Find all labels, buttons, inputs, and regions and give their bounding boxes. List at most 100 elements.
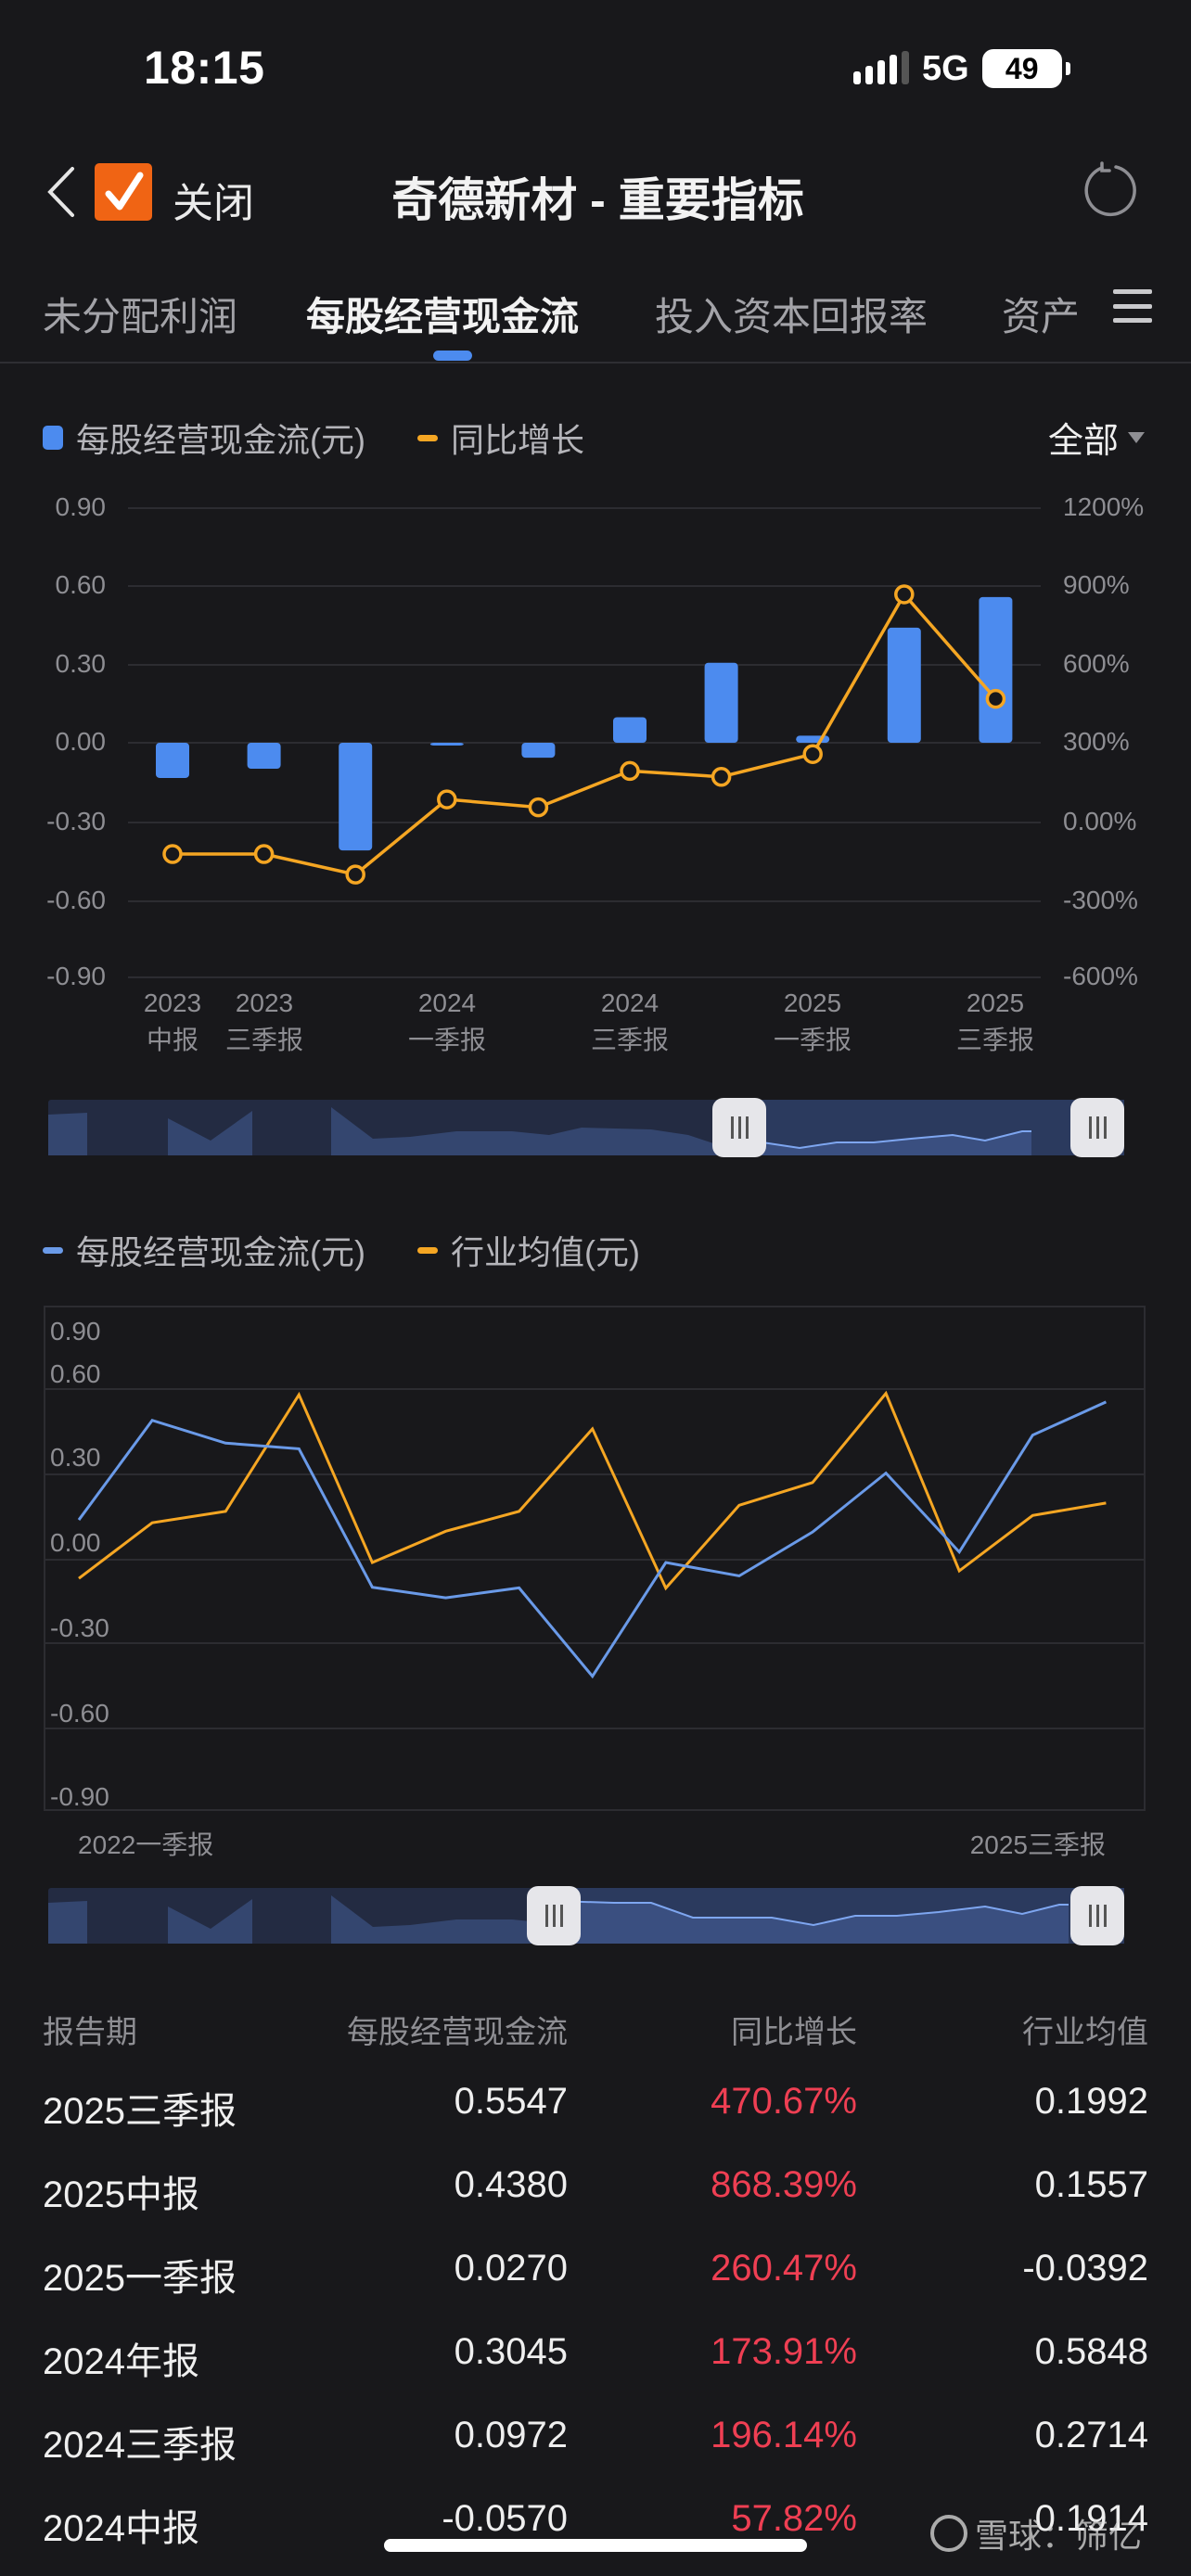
yoy-marker[interactable] <box>711 766 732 787</box>
x-year: 2023 <box>143 988 202 1017</box>
cell-industry: 0.2714 <box>1034 2415 1148 2455</box>
bar[interactable] <box>429 743 464 746</box>
bar[interactable] <box>339 743 373 851</box>
slider-right-handle[interactable] <box>1070 1886 1124 1945</box>
indicator-tabs: 未分配利润 每股经营现金流 投入资本回报率 资产 <box>0 278 1191 362</box>
refresh-button[interactable] <box>1082 161 1139 219</box>
battery-level: 49 <box>1005 51 1039 85</box>
cell-period: 2025中报 <box>43 2174 199 2215</box>
y2-tick: -300% <box>1063 886 1138 914</box>
cell-cashflow: 0.5547 <box>454 2081 568 2122</box>
x-period: 一季报 <box>773 1026 852 1054</box>
status-indicators: 5G 49 <box>853 48 1070 89</box>
x-year: 2025 <box>783 988 842 1017</box>
y2-tick: -600% <box>1063 962 1138 990</box>
tab-roic[interactable]: 投入资本回报率 <box>655 295 928 338</box>
tab-assets[interactable]: 资产 <box>1002 295 1081 338</box>
cashflow-line <box>77 1400 1108 1679</box>
slider-preview <box>48 1888 1124 1944</box>
y-tick: 0.60 <box>55 570 107 599</box>
bar[interactable] <box>979 596 1013 743</box>
y-tick: 0.60 <box>50 1359 101 1388</box>
legend-industry[interactable]: 行业均值(元) <box>450 1233 640 1271</box>
chart1-legend: 每股经营现金流(元) 同比增长 <box>43 414 584 462</box>
cell-yoy: 196.14% <box>711 2415 857 2455</box>
y-tick: 0.90 <box>55 492 107 521</box>
watermark-text: 雪球：筛亿 <box>975 2517 1143 2555</box>
legend-yoy[interactable]: 同比增长 <box>450 421 584 459</box>
refresh-icon <box>1084 161 1136 217</box>
x-year: 2024 <box>600 988 660 1017</box>
chart2-plot[interactable] <box>0 0 1191 1855</box>
yoy-marker[interactable] <box>985 688 1006 709</box>
tab-undistributed-profit[interactable]: 未分配利润 <box>43 295 238 338</box>
hamburger-menu-icon[interactable] <box>1113 289 1152 323</box>
x-period: 中报 <box>146 1026 198 1054</box>
bar[interactable] <box>887 627 921 743</box>
cell-cashflow: 0.0270 <box>454 2248 568 2289</box>
back-button[interactable] <box>43 165 80 219</box>
cell-yoy: 57.82% <box>731 2498 857 2539</box>
legend-cashflow[interactable]: 每股经营现金流(元) <box>76 1233 365 1271</box>
home-indicator[interactable] <box>384 2539 807 2552</box>
bar[interactable] <box>156 743 189 778</box>
chart1-range-slider[interactable] <box>48 1098 1124 1157</box>
signal-icon <box>853 51 909 84</box>
x-year: 2023 <box>235 988 294 1017</box>
cell-period: 2025三季报 <box>43 2091 237 2132</box>
slider-left-handle[interactable] <box>712 1098 766 1157</box>
cell-yoy: 470.67% <box>711 2081 857 2122</box>
yoy-marker[interactable] <box>437 789 457 810</box>
y-tick: 0.30 <box>55 649 107 678</box>
header-cashflow: 每股经营现金流 <box>347 2015 568 2050</box>
cell-cashflow: 0.0972 <box>454 2415 568 2455</box>
y-tick: -0.60 <box>46 886 106 914</box>
yoy-marker[interactable] <box>802 744 823 764</box>
industry-legend-icon <box>416 1246 438 1254</box>
tab-operating-cashflow-per-share[interactable]: 每股经营现金流 <box>306 295 580 338</box>
cell-period: 2024三季报 <box>43 2425 237 2466</box>
app-logo <box>95 163 152 221</box>
yoy-markers <box>162 584 1006 885</box>
x-period: 三季报 <box>224 1026 303 1054</box>
range-dropdown[interactable]: 全部 <box>1048 412 1146 463</box>
header-period: 报告期 <box>43 2015 137 2050</box>
x-end-label: 2025三季报 <box>969 1830 1106 1859</box>
bar[interactable] <box>521 743 556 759</box>
cell-industry: 0.1557 <box>1034 2164 1148 2205</box>
gridlines <box>45 1388 1145 1729</box>
range-value: 全部 <box>1048 422 1120 461</box>
yoy-marker[interactable] <box>528 797 549 818</box>
close-button[interactable]: 关闭 <box>173 181 254 226</box>
cell-cashflow: 0.3045 <box>454 2331 568 2372</box>
chart1-plot[interactable] <box>0 0 1191 1076</box>
bar[interactable] <box>247 743 281 770</box>
y-tick: 0.30 <box>50 1443 101 1472</box>
yoy-marker[interactable] <box>162 844 183 864</box>
industry-line <box>78 1390 1107 1591</box>
bar[interactable] <box>613 717 647 743</box>
y-tick: 0.90 <box>50 1317 101 1345</box>
header-industry: 行业均值 <box>1022 2015 1148 2050</box>
x-year: 2025 <box>966 988 1025 1017</box>
y2-tick: 300% <box>1063 727 1130 756</box>
caret-down-icon <box>1128 431 1146 443</box>
active-tab-indicator <box>433 351 472 361</box>
bar[interactable] <box>704 662 738 743</box>
y2-tick: 0.00% <box>1063 807 1137 835</box>
yoy-marker[interactable] <box>253 844 275 864</box>
y-tick: 0.00 <box>50 1528 101 1557</box>
yoy-line <box>173 591 997 876</box>
slider-right-handle[interactable] <box>1070 1098 1124 1157</box>
legend-cashflow[interactable]: 每股经营现金流(元) <box>76 421 365 459</box>
cell-industry: 0.1914 <box>1034 2498 1148 2539</box>
chart2-frame <box>44 1306 1146 1811</box>
yoy-marker[interactable] <box>345 864 365 885</box>
yoy-marker[interactable] <box>620 760 640 782</box>
divider <box>0 362 1191 363</box>
yoy-marker[interactable] <box>894 584 915 605</box>
chart2-range-slider[interactable] <box>48 1886 1124 1945</box>
network-type: 5G <box>922 48 969 88</box>
y-tick: 0.00 <box>55 727 107 756</box>
slider-left-handle[interactable] <box>527 1886 581 1945</box>
